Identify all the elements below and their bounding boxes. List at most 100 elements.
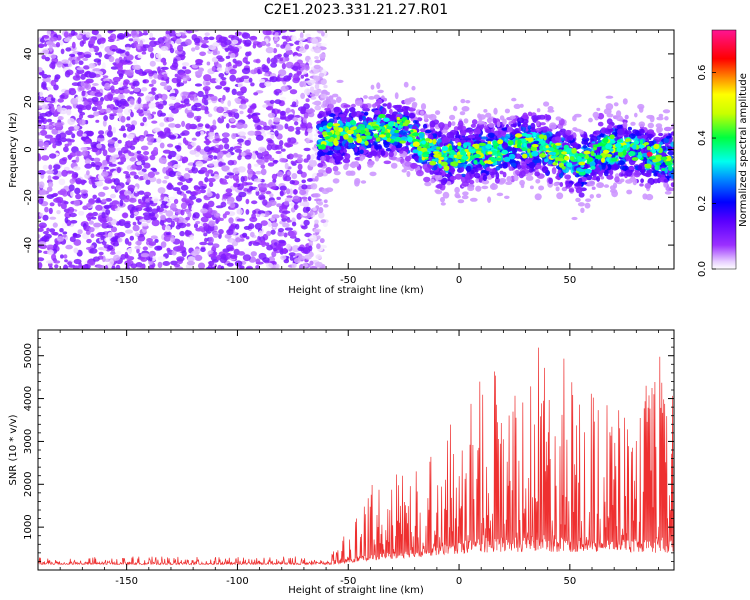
heatmap-cell <box>78 60 84 65</box>
heatmap-cell <box>314 219 319 225</box>
heatmap-cell <box>157 261 163 269</box>
heatmap-cell <box>159 122 165 127</box>
heatmap-cell <box>254 222 263 230</box>
heatmap-cell <box>74 187 81 195</box>
heatmap-cell <box>189 195 197 200</box>
heatmap-cell <box>467 186 475 192</box>
heatmap-cell <box>38 234 41 239</box>
heatmap-cell <box>134 104 139 111</box>
heatmap-cell <box>122 133 127 138</box>
heatmap-cell <box>480 136 489 140</box>
heatmap-cell <box>228 112 233 117</box>
heatmap-cell <box>296 212 302 220</box>
heatmap-cell <box>295 126 302 131</box>
heatmap-cell <box>245 236 250 240</box>
heatmap-cell <box>88 198 96 205</box>
heatmap-cell <box>85 104 92 111</box>
heatmap-cell <box>57 137 62 144</box>
heatmap-cell <box>634 112 638 118</box>
heatmap-cell <box>44 206 49 213</box>
heatmap-cell <box>74 151 83 157</box>
heatmap-cell <box>200 167 208 173</box>
heatmap-cell <box>435 110 441 115</box>
heatmap-cell <box>108 163 117 167</box>
heatmap-cell <box>127 140 131 147</box>
heatmap-cell <box>220 181 229 185</box>
heatmap-cell <box>279 140 284 146</box>
heatmap-cell <box>115 58 120 64</box>
heatmap-cell <box>206 191 213 197</box>
heatmap-cell <box>92 194 97 200</box>
heatmap-cell <box>269 157 275 162</box>
heatmap-cell <box>191 166 196 171</box>
heatmap-cell <box>185 190 192 194</box>
heatmap-cell <box>110 237 118 242</box>
heatmap-cell <box>190 191 197 196</box>
heatmap-cell <box>91 106 98 112</box>
heatmap-cell <box>61 59 69 64</box>
heatmap-cell <box>368 96 375 100</box>
heatmap-cell <box>235 77 243 83</box>
heatmap-cell <box>119 153 126 160</box>
heatmap-cell <box>41 81 47 88</box>
heatmap-cell <box>624 130 632 135</box>
heatmap-cell <box>280 44 286 49</box>
heatmap-cell <box>173 102 181 109</box>
heatmap-cell <box>394 104 402 111</box>
heatmap-cell <box>207 99 212 103</box>
heatmap-cell <box>153 73 159 79</box>
heatmap-cell <box>53 260 61 264</box>
heatmap-cell <box>212 51 218 56</box>
heatmap-cell <box>104 237 113 243</box>
heatmap-cell <box>577 144 582 149</box>
heatmap-cell <box>173 191 178 199</box>
heatmap-cell <box>252 115 260 121</box>
heatmap-cell <box>196 145 201 152</box>
heatmap-cell <box>204 110 210 115</box>
heatmap-cell <box>316 172 324 178</box>
heatmap-cell <box>476 164 483 168</box>
heatmap-cell <box>226 228 234 236</box>
heatmap-cell <box>139 136 145 142</box>
heatmap-cell <box>144 194 149 199</box>
heatmap-cell <box>132 80 140 87</box>
heatmap-cell <box>230 53 236 58</box>
heatmap-cell <box>293 153 298 157</box>
heatmap-cell <box>465 100 471 104</box>
heatmap-cell <box>48 126 54 130</box>
heatmap-cell <box>38 125 45 130</box>
heatmap-cell <box>205 81 211 86</box>
heatmap-cell <box>267 162 275 167</box>
heatmap-cell <box>505 133 511 139</box>
heatmap-cell <box>49 36 58 42</box>
heatmap-cell <box>302 117 307 125</box>
heatmap-cell <box>403 111 410 117</box>
heatmap-cell <box>513 103 521 109</box>
heatmap-cell <box>381 126 386 133</box>
heatmap-cell <box>68 87 76 91</box>
heatmap-cell <box>202 94 209 99</box>
heatmap-cell <box>48 265 53 269</box>
heatmap-cell <box>96 197 101 203</box>
heatmap-cell <box>262 199 268 206</box>
heatmap-cell <box>502 162 508 169</box>
heatmap-cell <box>550 155 557 159</box>
heatmap-cell <box>95 119 100 123</box>
heatmap-cell <box>88 220 94 225</box>
heatmap-cell <box>182 77 187 82</box>
heatmap-cell <box>326 91 330 96</box>
heatmap-cell <box>162 261 171 266</box>
heatmap-cell <box>572 171 577 176</box>
heatmap-cell <box>130 263 138 269</box>
heatmap-cell <box>145 206 153 213</box>
heatmap-cell <box>360 180 367 184</box>
heatmap-cell <box>486 117 493 124</box>
heatmap-cell <box>126 126 133 132</box>
heatmap-cell <box>177 181 184 186</box>
heatmap-cell <box>410 162 418 169</box>
heatmap-cell <box>185 38 192 46</box>
heatmap-cell <box>141 196 146 202</box>
heatmap-cell <box>438 122 445 129</box>
heatmap-cell <box>320 93 328 99</box>
heatmap-cell <box>222 112 229 118</box>
